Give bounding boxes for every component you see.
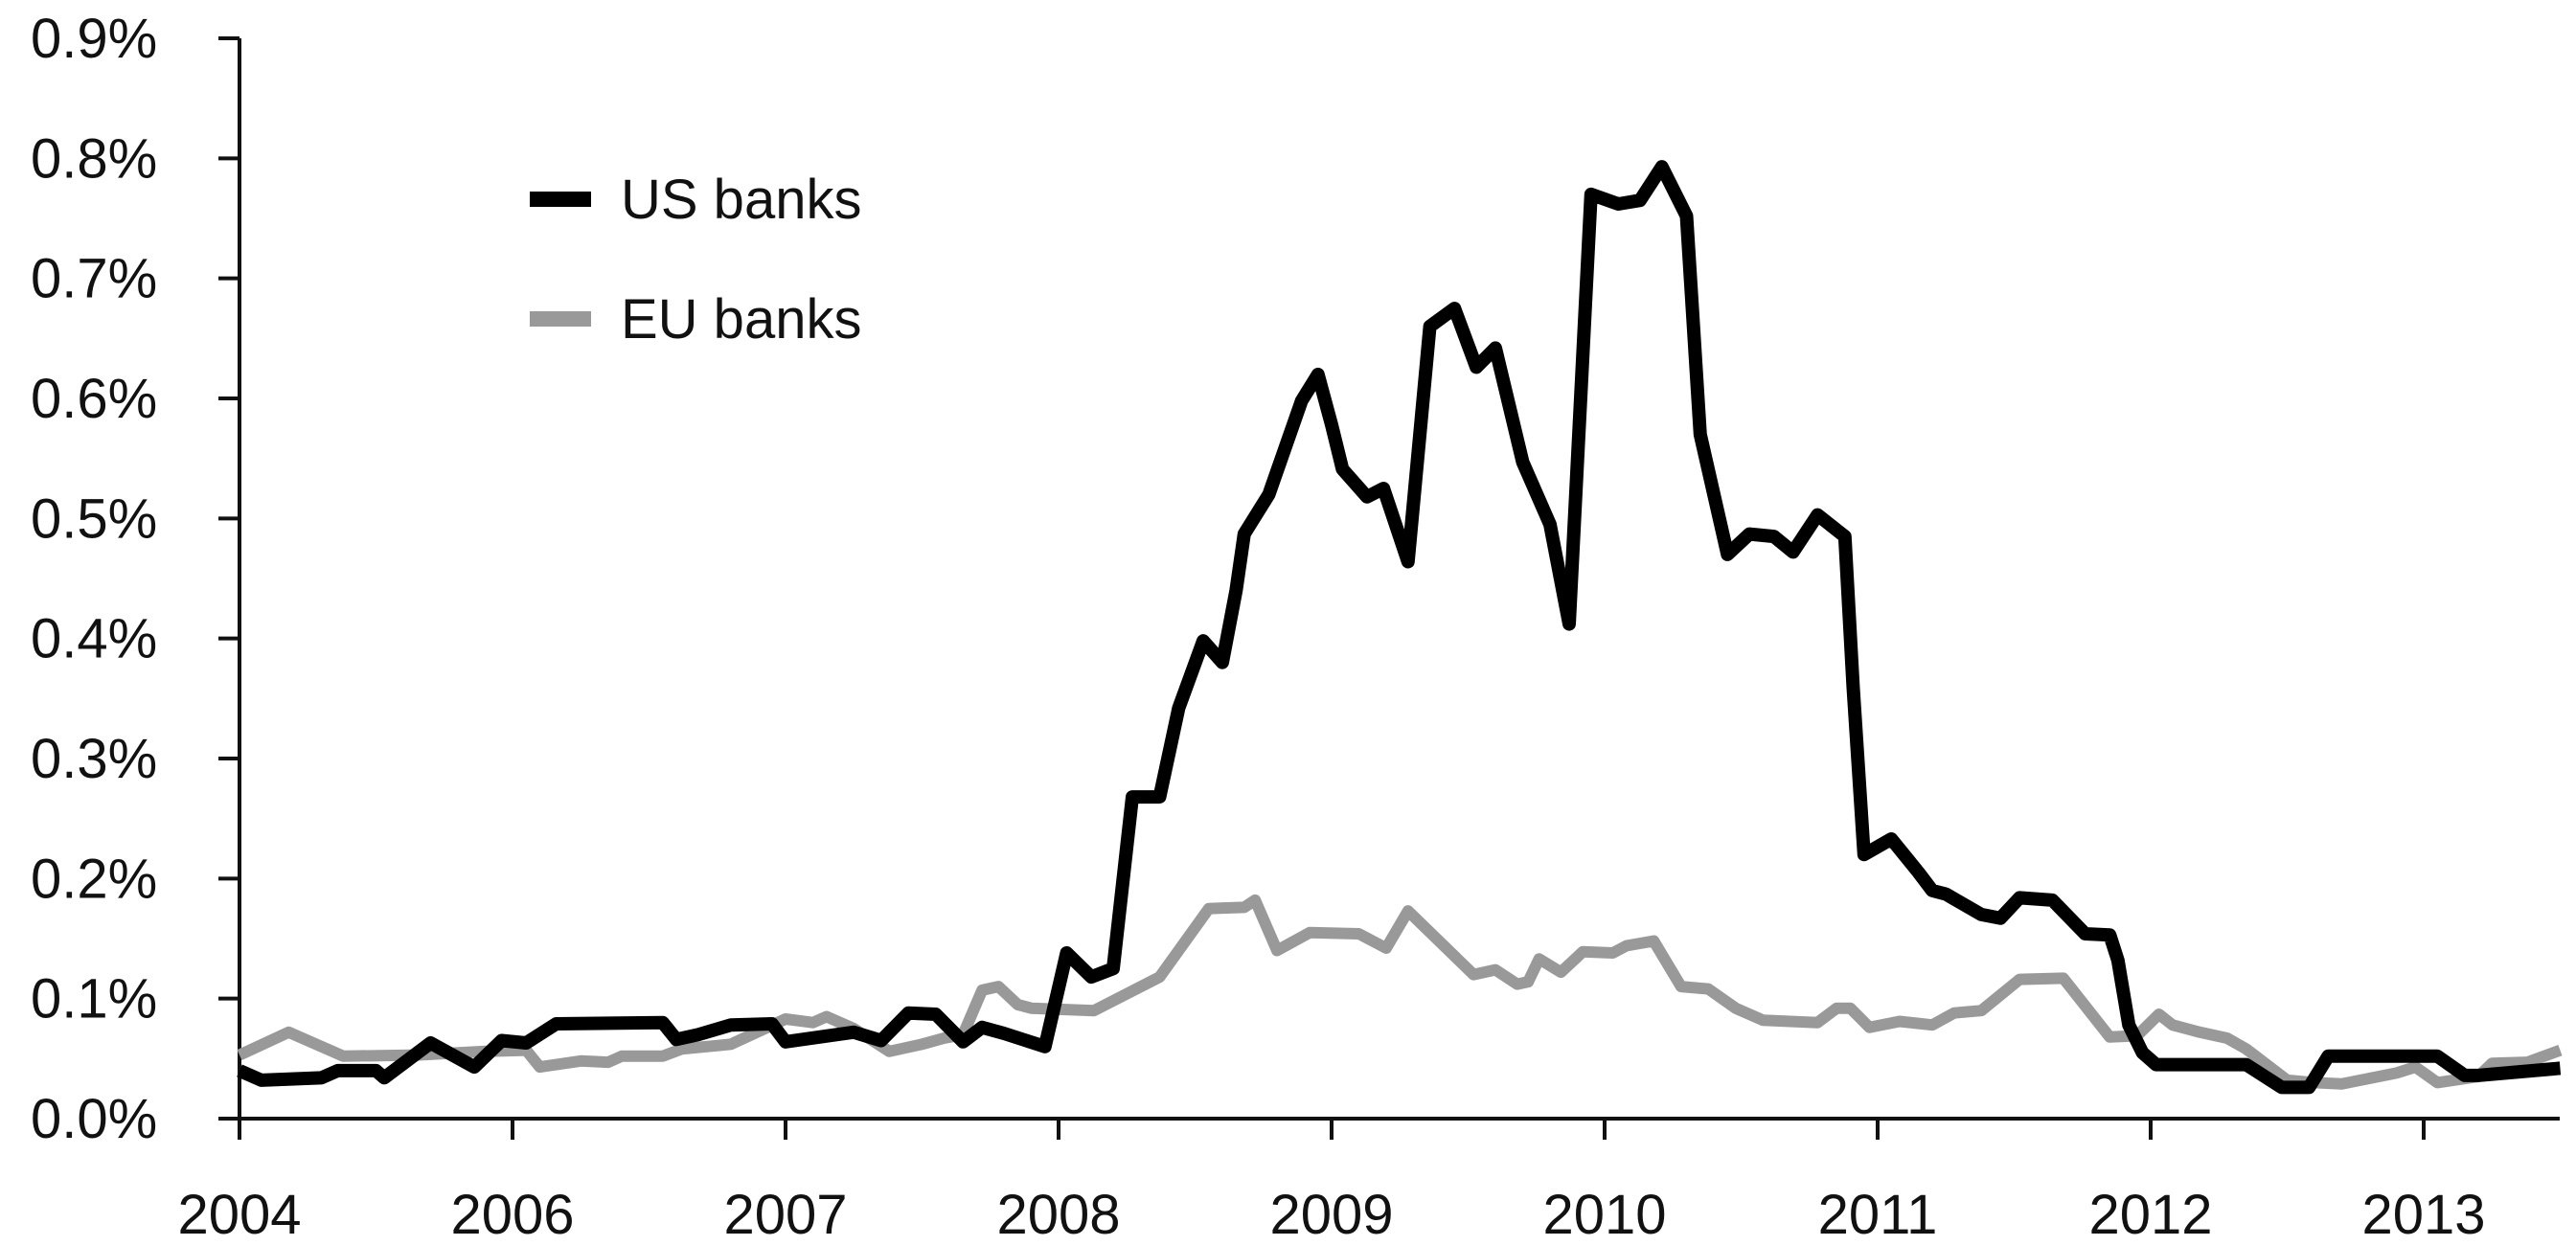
y-tick-label: 0.7%: [31, 248, 157, 310]
series-layer: [237, 160, 2563, 1095]
x-tick-label: 2008: [996, 1184, 1120, 1246]
x-tick-label: 2007: [723, 1184, 847, 1246]
y-axis-ticks: 0.0% 0.1% 0.2% 0.3% 0.4% 0.5% 0.6% 0.7% 0.8% 0.9%: [31, 8, 239, 1150]
x-axis-ticks: 2004 2006 2007 2008 2009 2010 2011 2012 2013: [177, 1119, 2486, 1246]
y-tick-label: 0.8%: [31, 127, 157, 190]
legend-label-eu-banks: EU banks: [621, 288, 861, 351]
y-tick-label: 0.5%: [31, 487, 157, 550]
y-tick-label: 0.1%: [31, 968, 157, 1031]
x-tick-label: 2013: [2361, 1184, 2485, 1246]
y-tick-label: 0.0%: [31, 1088, 157, 1150]
legend: US banks EU banks: [530, 169, 861, 351]
x-tick-label: 2009: [1269, 1184, 1393, 1246]
series-line-eu-banks: [237, 894, 2563, 1090]
x-tick-label: 2006: [450, 1184, 574, 1246]
legend-label-us-banks: US banks: [621, 169, 861, 231]
series-line-us-banks: [237, 160, 2562, 1095]
x-tick-label: 2012: [2088, 1184, 2212, 1246]
x-tick-label: 2004: [177, 1184, 301, 1246]
y-tick-label: 0.4%: [31, 608, 157, 670]
y-tick-label: 0.9%: [31, 8, 157, 70]
x-tick-label: 2010: [1542, 1184, 1666, 1246]
y-tick-label: 0.2%: [31, 848, 157, 910]
y-tick-label: 0.3%: [31, 728, 157, 790]
x-tick-label: 2011: [1818, 1184, 1938, 1246]
y-tick-label: 0.6%: [31, 368, 157, 430]
